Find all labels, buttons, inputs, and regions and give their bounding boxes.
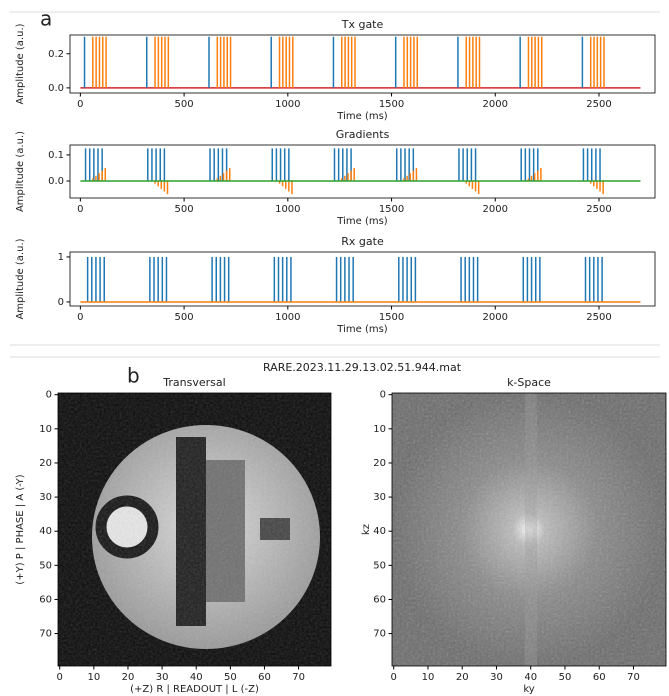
x-tick-label: 500 xyxy=(175,99,194,110)
y-tick-label: 70 xyxy=(39,629,52,640)
y-axis-label: Amplitude (a.u.) xyxy=(15,131,26,212)
y-tick-label: 20 xyxy=(373,458,386,469)
x-tick-label: 0 xyxy=(77,99,83,110)
y-tick-label: 50 xyxy=(373,560,386,571)
x-tick-label: 0 xyxy=(77,204,83,215)
y-tick-label: 0.2 xyxy=(48,49,64,60)
x-tick-label: 2500 xyxy=(586,204,611,215)
x-tick-label: 30 xyxy=(156,672,169,683)
y-tick-label: 0 xyxy=(46,390,52,401)
x-tick-label: 2000 xyxy=(483,204,508,215)
y-tick-label: 0.1 xyxy=(48,150,64,161)
x-tick-label: 60 xyxy=(593,672,606,683)
y-tick-label: 60 xyxy=(373,594,386,605)
y-tick-label: 50 xyxy=(39,560,52,571)
x-tick-label: 70 xyxy=(627,672,640,683)
y-tick-label: 0.0 xyxy=(48,83,64,94)
x-tick-label: 1500 xyxy=(379,99,404,110)
x-tick-label: 40 xyxy=(524,672,537,683)
x-tick-label: 0 xyxy=(77,312,83,323)
chart-title: Transversal xyxy=(162,376,225,389)
x-tick-label: 60 xyxy=(258,672,271,683)
x-axis-label: Time (ms) xyxy=(336,111,388,122)
y-axis-label: kz xyxy=(361,524,372,535)
y-tick-label: 60 xyxy=(39,594,52,605)
axes-frame xyxy=(391,392,667,667)
axes-frame xyxy=(69,144,656,199)
x-tick-label: 2000 xyxy=(483,99,508,110)
x-tick-label: 500 xyxy=(175,204,194,215)
x-tick-label: 20 xyxy=(122,672,135,683)
x-tick-label: 30 xyxy=(490,672,503,683)
x-tick-label: 1000 xyxy=(275,312,300,323)
x-tick-label: 2500 xyxy=(586,312,611,323)
y-tick-label: 20 xyxy=(39,458,52,469)
x-tick-label: 10 xyxy=(87,672,100,683)
kspace-image xyxy=(392,393,666,666)
y-tick-label: 0 xyxy=(380,390,386,401)
y-axis-label: Amplitude (a.u.) xyxy=(15,23,26,104)
axes-frame xyxy=(57,392,332,667)
y-axis-label: Amplitude (a.u.) xyxy=(15,238,26,319)
x-tick-label: 0 xyxy=(57,672,63,683)
chart-title: Gradients xyxy=(336,128,390,141)
x-tick-label: 10 xyxy=(422,672,435,683)
y-tick-label: 30 xyxy=(39,492,52,503)
y-tick-label: 0 xyxy=(58,297,64,308)
y-tick-label: 70 xyxy=(373,629,386,640)
figure-title: RARE.2023.11.29.13.02.51.944.mat xyxy=(263,361,462,374)
x-tick-label: 40 xyxy=(190,672,203,683)
chart-title: Rx gate xyxy=(341,235,384,248)
x-tick-label: 20 xyxy=(456,672,469,683)
x-tick-label: 1000 xyxy=(275,99,300,110)
mri-image xyxy=(58,393,331,666)
y-tick-label: 40 xyxy=(39,526,52,537)
chart-title: k-Space xyxy=(507,376,551,389)
x-tick-label: 0 xyxy=(391,672,397,683)
x-tick-label: 500 xyxy=(175,312,194,323)
x-tick-label: 70 xyxy=(292,672,305,683)
x-tick-label: 1500 xyxy=(379,312,404,323)
x-axis-label: (+Z) R | READOUT | L (-Z) xyxy=(130,684,259,695)
axes-frame xyxy=(69,251,656,307)
x-tick-label: 1000 xyxy=(275,204,300,215)
chart-title: Tx gate xyxy=(341,18,384,31)
x-axis-label: Time (ms) xyxy=(336,324,388,335)
x-tick-label: 2000 xyxy=(483,312,508,323)
x-axis-label: ky xyxy=(523,684,534,695)
y-axis-label: (+Y) P | PHASE | A (-Y) xyxy=(15,474,26,584)
y-tick-label: 1 xyxy=(58,252,64,263)
y-tick-label: 0.0 xyxy=(48,176,64,187)
x-tick-label: 50 xyxy=(224,672,237,683)
y-tick-label: 40 xyxy=(373,526,386,537)
y-tick-label: 10 xyxy=(373,424,386,435)
panel-label: a xyxy=(40,7,52,31)
axes-frame xyxy=(69,34,656,94)
y-tick-label: 10 xyxy=(39,424,52,435)
x-axis-label: Time (ms) xyxy=(336,216,388,227)
panel-label: b xyxy=(127,364,140,388)
y-tick-label: 30 xyxy=(373,492,386,503)
x-tick-label: 1500 xyxy=(379,204,404,215)
x-tick-label: 2500 xyxy=(586,99,611,110)
x-tick-label: 50 xyxy=(559,672,572,683)
